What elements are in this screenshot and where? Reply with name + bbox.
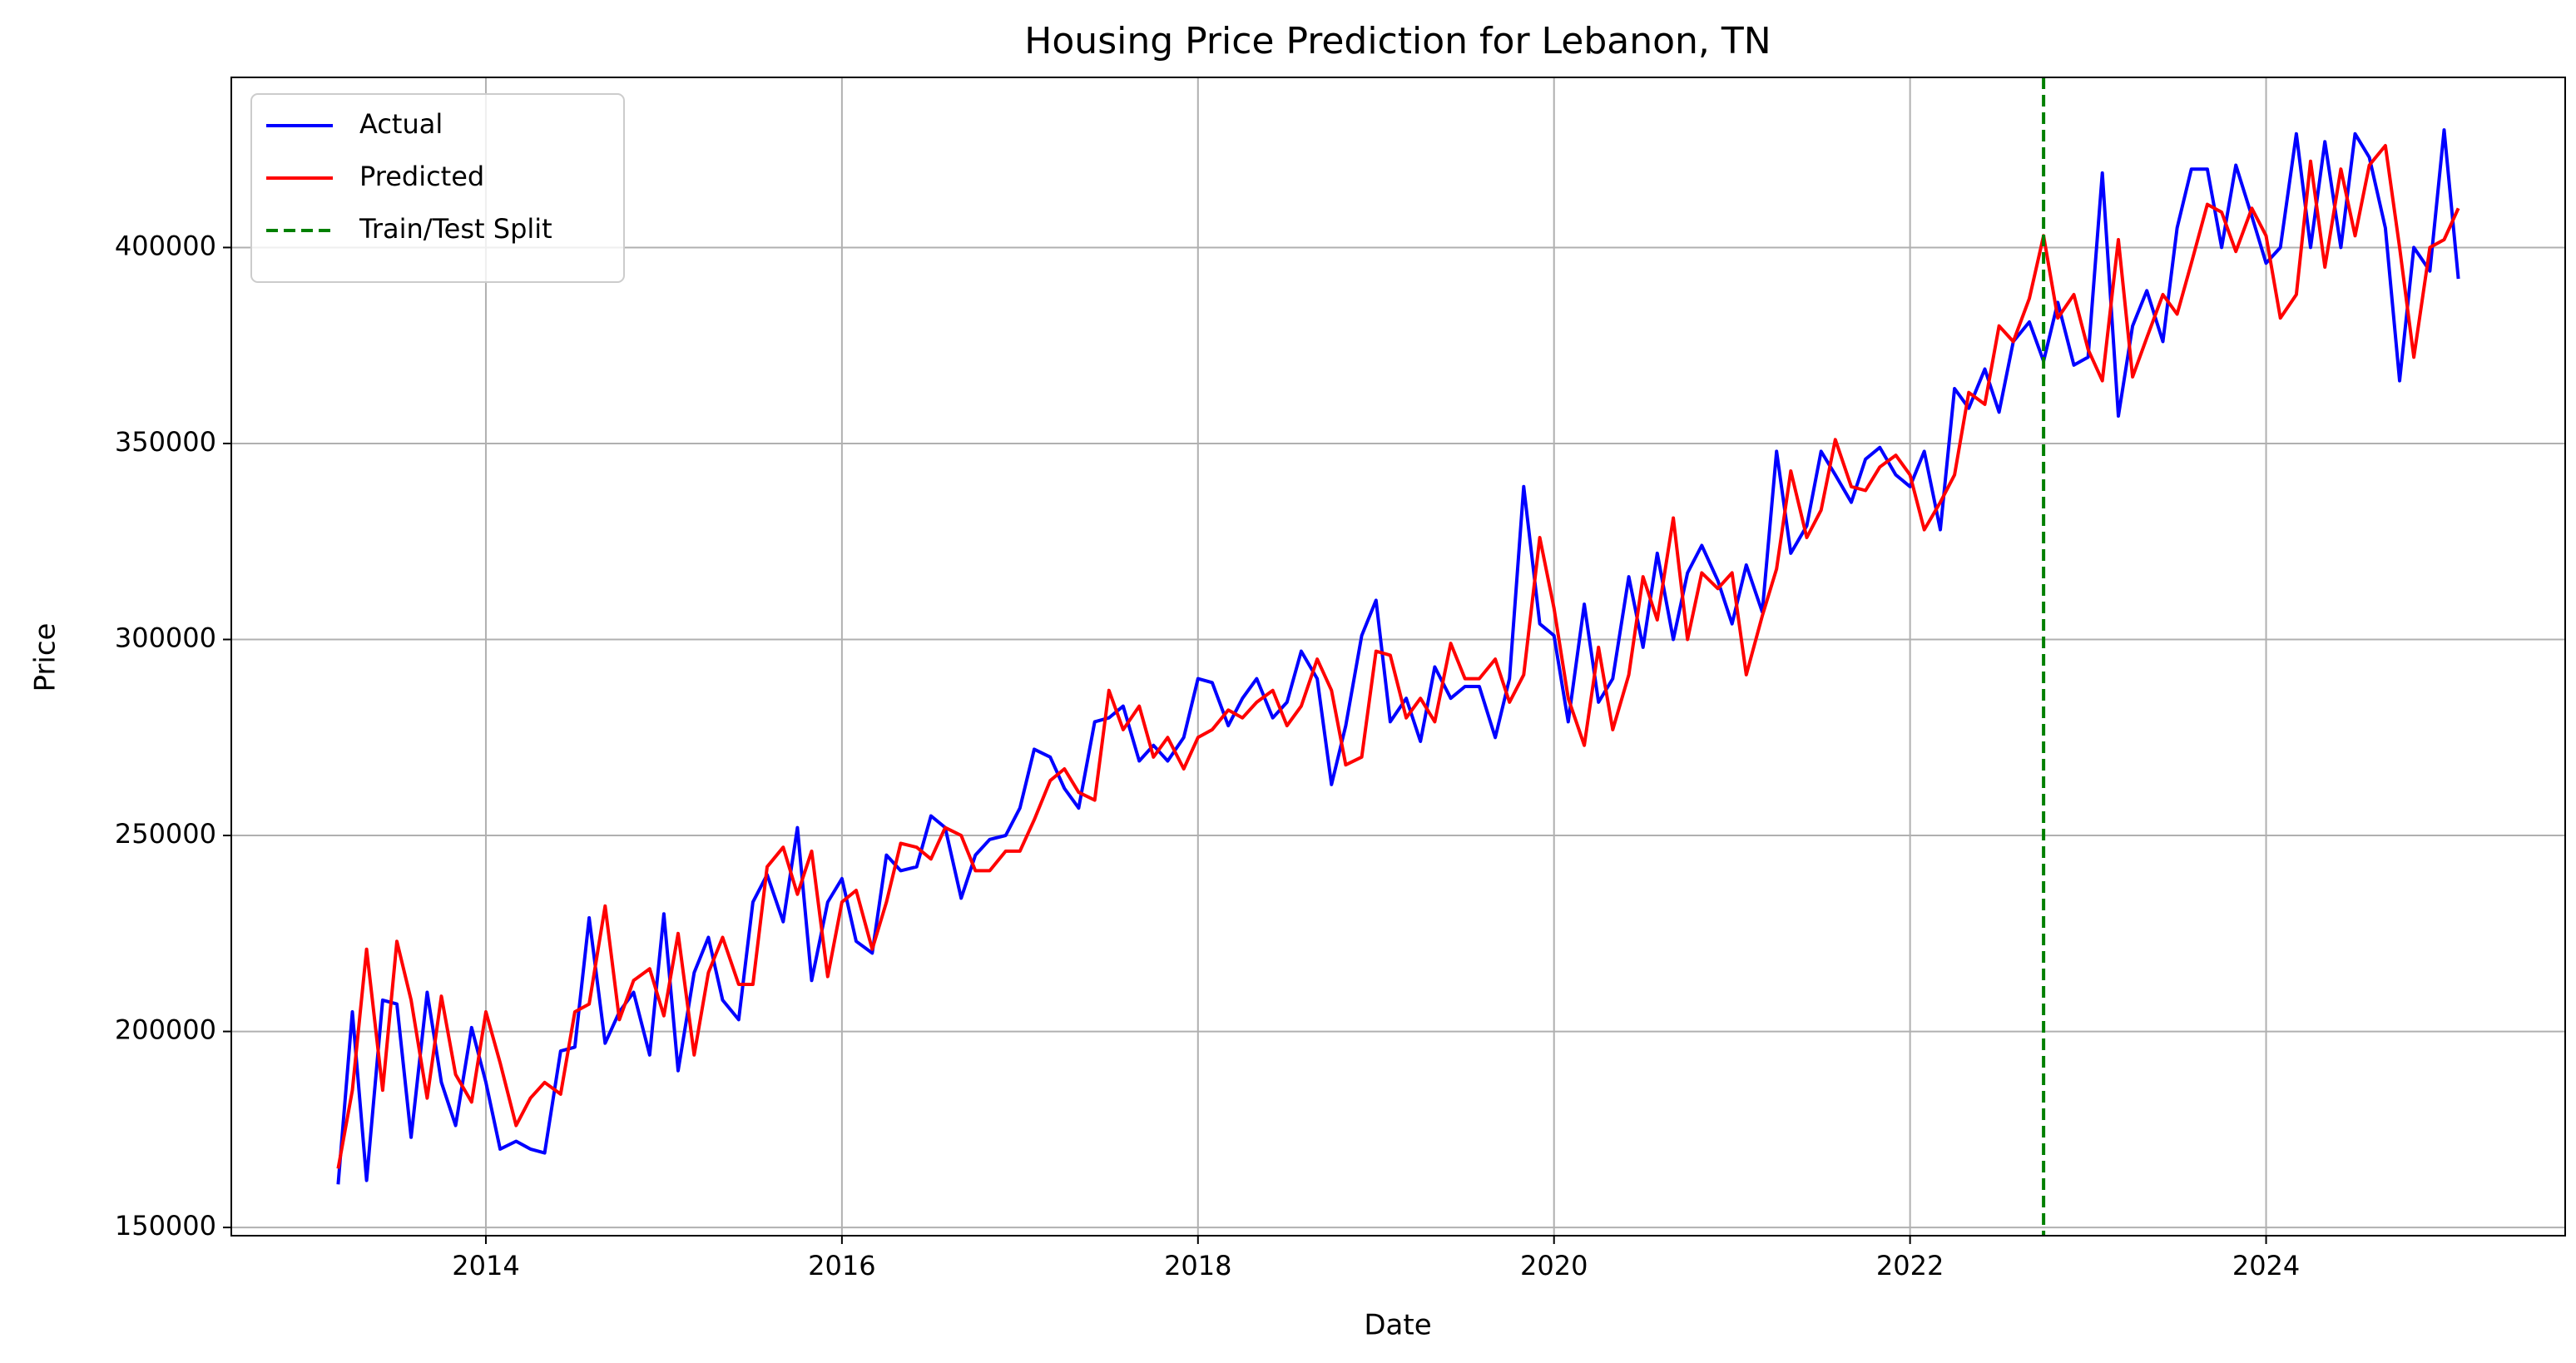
x-tick-label: 2020 bbox=[1520, 1250, 1588, 1281]
x-tick-label: 2022 bbox=[1876, 1250, 1944, 1281]
x-axis-label: Date bbox=[1364, 1309, 1431, 1342]
x-tick-label: 2024 bbox=[2232, 1250, 2300, 1281]
series-line bbox=[336, 144, 2460, 1169]
series-line bbox=[336, 128, 2460, 1185]
y-tick-label: 200000 bbox=[115, 1014, 216, 1046]
y-tick-label: 150000 bbox=[115, 1210, 216, 1242]
plot-frame bbox=[230, 77, 2566, 1237]
y-tick-label: 250000 bbox=[115, 818, 216, 850]
y-axis-label: Price bbox=[29, 623, 62, 692]
legend-box bbox=[250, 93, 625, 283]
y-tick-label: 400000 bbox=[115, 230, 216, 261]
y-tick-label: 300000 bbox=[115, 622, 216, 654]
legend-label: Actual bbox=[359, 108, 443, 140]
x-tick-label: 2018 bbox=[1164, 1250, 1231, 1281]
y-tick-label: 350000 bbox=[115, 426, 216, 458]
x-tick-label: 2016 bbox=[808, 1250, 875, 1281]
legend-label: Train/Test Split bbox=[359, 213, 552, 245]
chart-title: Housing Price Prediction for Lebanon, TN bbox=[1024, 20, 1771, 62]
x-tick-label: 2014 bbox=[452, 1250, 519, 1281]
legend-label: Predicted bbox=[359, 161, 484, 192]
